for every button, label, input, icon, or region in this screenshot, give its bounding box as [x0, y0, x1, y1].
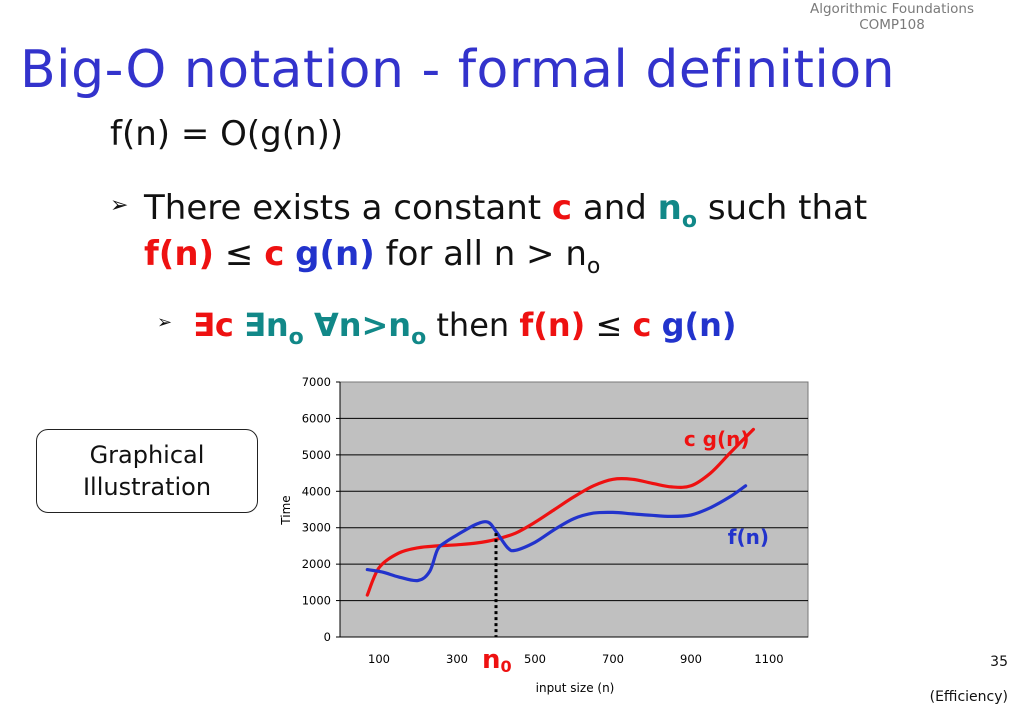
big-o-chart: 0 1000 2000 3000 4000 5000 6000 7000 100 300 500 70… [279, 375, 809, 695]
constant-c-2: c [264, 234, 285, 274]
constant-c-3: c [632, 306, 652, 344]
y-tick-label: 2000 [302, 557, 331, 571]
leq-symbol: ≤ [224, 234, 254, 274]
course-name: Algorithmic Foundations [810, 1, 974, 17]
fn-term: f(n) [144, 234, 215, 274]
slide-title: Big-O notation - formal definition [20, 40, 896, 100]
footer-label: (Efficiency) [929, 689, 1008, 705]
y-tick-label: 1000 [302, 594, 331, 608]
callout-line2: Illustration [82, 473, 212, 501]
y-tick-label: 6000 [302, 411, 331, 425]
x-tick-label: 900 [680, 652, 702, 666]
arrow-bullet-icon: ➢ [110, 192, 129, 218]
series-cgn-line [365, 427, 755, 597]
exists-n: ∃no [244, 306, 304, 350]
bullet-definition-line1: ➢ There exists a constant c and no such t… [110, 186, 867, 243]
y-tick-label: 0 [324, 630, 331, 644]
x-axis-label: input size (n) [536, 681, 615, 695]
series-fn-line [365, 484, 748, 583]
constant-n: no [657, 188, 697, 233]
arrow-bullet-icon: ➢ [157, 312, 173, 333]
label-cgn: c g(n) [684, 427, 750, 451]
y-axis-label: Time [279, 495, 293, 525]
for-all-text: for all n > no [385, 234, 601, 279]
bullet-quantifier: ➢ ∃c ∃no ∀n>no then f(n) ≤ c g(n) [157, 303, 737, 360]
course-header: Algorithmic Foundations COMP108 [772, 1, 1012, 33]
forall-n: ∀n>no [313, 306, 427, 350]
constant-c: c [551, 188, 573, 228]
y-tick-label: 5000 [302, 448, 331, 462]
label-n0: n0 [482, 645, 512, 676]
y-tick-label: 4000 [302, 484, 331, 498]
gn-term-2: g(n) [661, 306, 737, 344]
bullet-definition-line2: f(n) ≤ c g(n) for all n > no [144, 232, 600, 289]
bullet1-text-a: There exists a constant [144, 188, 542, 228]
y-tick-label: 3000 [302, 521, 331, 535]
label-fn: f(n) [728, 525, 769, 549]
fn-term-2: f(n) [519, 306, 586, 344]
bullet1-text-such-that: such that [707, 188, 868, 228]
x-tick-label: 700 [602, 652, 624, 666]
graphical-illustration-callout: Graphical Illustration [36, 429, 258, 513]
leq-symbol-2: ≤ [595, 306, 623, 344]
callout-line1: Graphical [89, 441, 205, 469]
then-text: then [436, 306, 510, 344]
plot-area [339, 381, 809, 638]
exists-c: ∃c [193, 306, 234, 344]
x-tick-label: 100 [368, 652, 390, 666]
y-tick-label: 7000 [302, 375, 331, 389]
x-tick-label: 500 [524, 652, 546, 666]
gn-term: g(n) [295, 234, 375, 274]
bullet1-text-and: and [582, 188, 647, 228]
big-o-formula: f(n) = O(g(n)) [110, 114, 344, 154]
course-code: COMP108 [859, 17, 925, 33]
x-tick-label: 300 [446, 652, 468, 666]
page-number: 35 [990, 654, 1008, 670]
x-tick-label: 1100 [754, 652, 783, 666]
